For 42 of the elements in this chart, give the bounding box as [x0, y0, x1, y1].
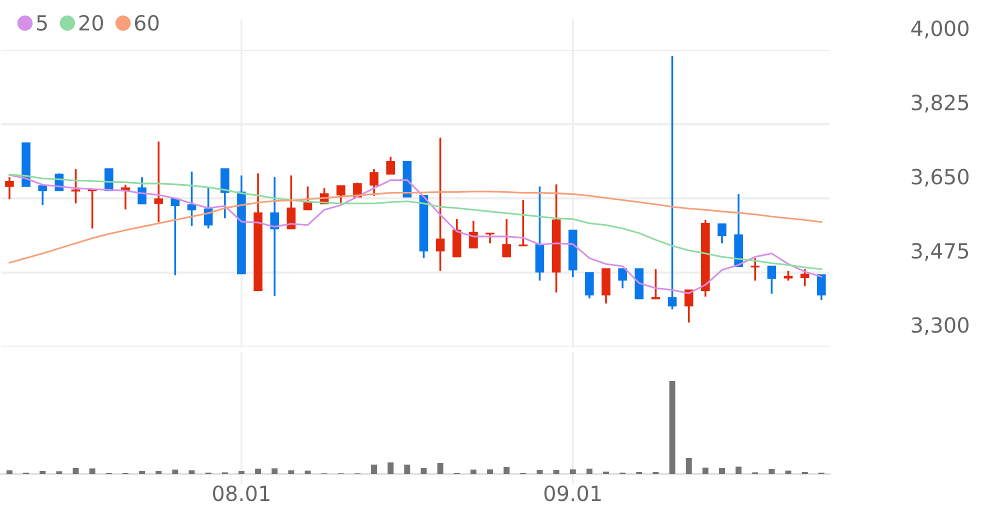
bar: [388, 462, 394, 474]
y-tick-label: 3,650: [912, 168, 969, 187]
bar: [570, 469, 576, 474]
bar: [156, 471, 162, 474]
y-tick-label: 3,475: [912, 242, 968, 261]
bar: [553, 470, 560, 474]
bar: [255, 468, 262, 474]
bar: [272, 468, 278, 474]
bar: [238, 471, 244, 474]
bar: [304, 470, 311, 474]
bar: [72, 468, 79, 474]
bar: [404, 464, 410, 474]
bar: [371, 464, 378, 474]
bar: [768, 468, 775, 474]
bar: [487, 469, 493, 474]
y-tick-label: 3,300: [912, 317, 969, 336]
x-tick-label: 08.01: [213, 485, 270, 502]
y-tick-label: 3,825: [912, 94, 968, 113]
bar: [719, 468, 725, 474]
legend-label: 5: [37, 15, 47, 31]
legend-label: 20: [79, 14, 103, 31]
bar: [6, 470, 12, 474]
bar: [172, 470, 178, 474]
bar: [288, 470, 294, 474]
bar: [669, 381, 676, 474]
bar: [686, 458, 692, 474]
legend-label: 60: [134, 14, 159, 31]
x-tick-label: 09.01: [544, 485, 601, 502]
bar: [504, 467, 510, 474]
bar: [586, 468, 592, 474]
y-tick-label: 4,000: [911, 20, 969, 38]
bar: [536, 470, 543, 474]
bar: [437, 463, 444, 474]
bar: [702, 468, 708, 474]
bar: [89, 468, 96, 474]
bar: [40, 471, 46, 474]
bar: [420, 468, 427, 474]
bar: [139, 471, 146, 474]
bar: [785, 470, 792, 474]
bar: [56, 471, 62, 474]
bar: [736, 466, 742, 474]
bar: [470, 470, 476, 474]
